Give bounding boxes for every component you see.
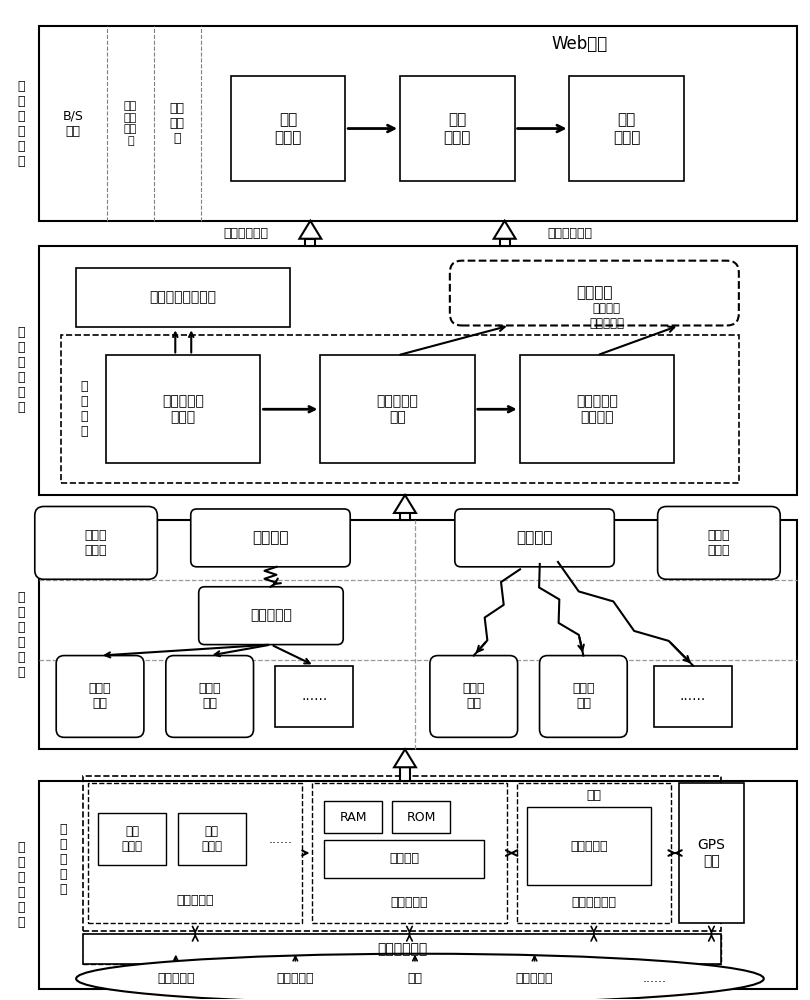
Text: ......: ...... [642,972,666,985]
Text: 云服务器: 云服务器 [576,286,612,301]
Bar [526,807,651,885]
Text: 多设备接入
和管理: 多设备接入 和管理 [162,394,204,424]
Text: 芯片: 芯片 [586,789,601,802]
Text: 传感器模块: 传感器模块 [177,894,214,907]
Bar [76,268,291,327]
FancyBboxPatch shape [430,656,518,737]
Text: B/S
架构: B/S 架构 [62,110,83,138]
Text: 传
感
器
节
点: 传 感 器 节 点 [59,823,67,896]
Text: 数
据
传
输
模
块: 数 据 传 输 模 块 [18,591,25,679]
Text: 数
据
监
测
模
块: 数 据 监 测 模 块 [18,80,25,168]
Bar [320,355,475,463]
Text: 无线通信模块: 无线通信模块 [571,896,616,909]
Bar [500,239,509,246]
Bar [654,666,732,727]
Text: 电源管理单元: 电源管理单元 [377,942,427,956]
Polygon shape [394,749,416,767]
Bar [400,513,410,520]
Bar [517,783,671,923]
Text: 射频收发机: 射频收发机 [570,840,608,853]
Text: ......: ...... [268,833,292,846]
Text: 数据
访问层: 数据 访问层 [275,112,301,145]
Bar [313,783,506,923]
Text: 位移
传感器: 位移 传感器 [122,825,143,853]
FancyBboxPatch shape [166,656,254,737]
Bar [39,781,797,989]
Polygon shape [394,495,416,513]
Text: RAM: RAM [339,811,367,824]
Bar [39,246,797,495]
Bar [305,239,315,246]
Text: 传感器节点: 传感器节点 [516,972,553,985]
Text: 各胎架注册和管理: 各胎架注册和管理 [150,291,217,305]
Text: 数
据
采
集
模
块: 数 据 采 集 模 块 [18,841,25,929]
Ellipse shape [76,954,764,1000]
Text: 压力
传感器: 压力 传感器 [201,825,222,853]
Text: 有线通
信网络: 有线通 信网络 [708,529,730,557]
Text: 边缘网关: 边缘网关 [252,530,288,545]
Text: 传感器
节点: 传感器 节点 [89,682,111,710]
Bar [679,783,744,923]
Bar [39,520,797,749]
Bar [400,767,410,781]
FancyBboxPatch shape [35,506,157,579]
Bar [98,813,166,865]
Bar [39,26,797,221]
Text: 数
据
处
理
模
块: 数 据 处 理 模 块 [18,326,25,414]
Text: 处理器模块: 处理器模块 [390,896,428,909]
Bar [83,776,721,931]
Text: 路由器节点: 路由器节点 [250,609,292,623]
Bar [275,666,353,727]
Text: 边缘网关: 边缘网关 [516,530,552,545]
FancyBboxPatch shape [450,261,739,325]
Text: 传感器
节点: 传感器 节点 [198,682,221,710]
FancyBboxPatch shape [56,656,144,737]
Bar [62,335,739,483]
Text: 业务
逻辑层: 业务 逻辑层 [444,112,471,145]
FancyBboxPatch shape [198,587,343,645]
Text: ......: ...... [680,689,706,703]
Text: 无线通信网络: 无线通信网络 [547,227,592,240]
Bar [519,355,674,463]
FancyBboxPatch shape [190,509,350,567]
Bar [400,76,514,181]
Text: 边
缘
网
关: 边 缘 网 关 [80,380,87,438]
Text: 传感器
节点: 传感器 节点 [463,682,485,710]
Bar [392,801,450,833]
Text: 关系
数据
库: 关系 数据 库 [170,102,185,145]
Bar [106,355,261,463]
Bar [324,840,484,878]
Bar [231,76,345,181]
Text: 无线通信网络: 无线通信网络 [223,227,268,240]
Bar [324,801,382,833]
Text: 微处理器: 微处理器 [389,852,419,865]
FancyBboxPatch shape [658,506,780,579]
Text: 胎架: 胎架 [407,972,423,985]
Text: 计算
机编
程语
言: 计算 机编 程语 言 [124,101,137,146]
Text: Web系统: Web系统 [552,35,608,53]
Bar [177,813,245,865]
FancyBboxPatch shape [539,656,627,737]
Text: 传感器节点: 传感器节点 [157,972,194,985]
Bar [569,76,684,181]
Text: 规则计算和
信息决策: 规则计算和 信息决策 [576,394,618,424]
Text: 传感器
节点: 传感器 节点 [572,682,595,710]
Text: 传感器节点: 传感器节点 [277,972,314,985]
Polygon shape [300,221,322,239]
Polygon shape [493,221,516,239]
Text: 页面
显示层: 页面 显示层 [613,112,641,145]
Text: ROM: ROM [407,811,436,824]
Text: 无线通
信网络: 无线通 信网络 [85,529,107,557]
Bar [83,934,721,964]
Text: GPS
模块: GPS 模块 [697,838,726,868]
Bar [83,934,721,964]
Text: 无线网桥
以太网通信: 无线网桥 以太网通信 [590,302,625,330]
Text: 数据分析和
清洗: 数据分析和 清洗 [377,394,419,424]
Bar [88,783,302,923]
Text: ......: ...... [301,689,327,703]
FancyBboxPatch shape [455,509,614,567]
